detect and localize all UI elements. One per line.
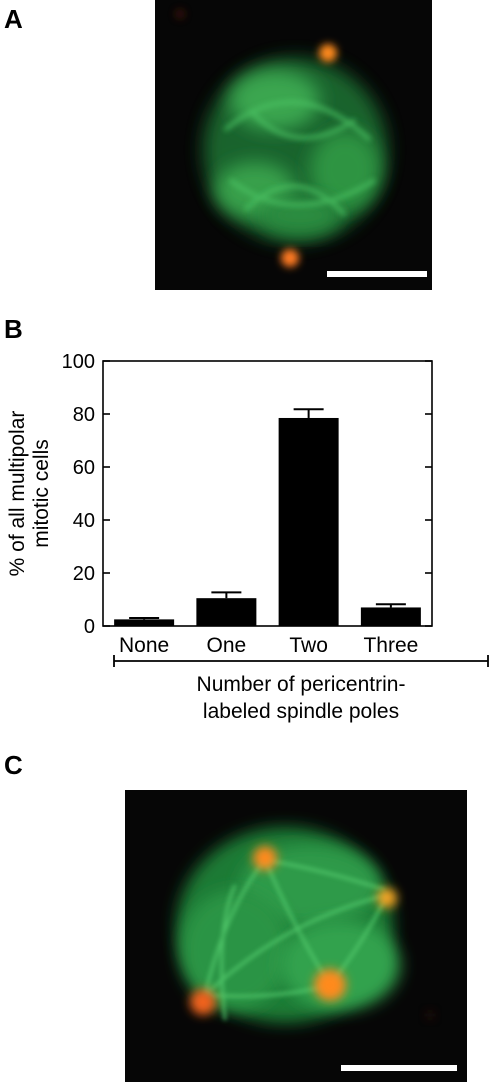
x-tick-label: Three xyxy=(363,634,418,657)
y-tick-label: 40 xyxy=(73,510,95,532)
panel-a-micrograph xyxy=(155,0,432,290)
bar-none xyxy=(114,619,175,626)
x-axis-label-line1: Number of pericentrin- xyxy=(197,673,406,696)
panel-c-micrograph xyxy=(125,790,467,1082)
y-tick-label: 80 xyxy=(73,404,95,426)
y-tick-label: 0 xyxy=(84,616,95,638)
y-tick-label: 100 xyxy=(62,351,95,373)
plot-frame xyxy=(102,360,433,627)
y-axis-label-line1: % of all multipolar xyxy=(6,411,29,577)
x-tick-label: One xyxy=(207,634,247,657)
x-tick-label: None xyxy=(119,634,169,657)
y-axis-label-line2: mitotic cells xyxy=(30,439,53,548)
bar-chart: 0 20 40 60 80 100 None One Two Three Number of per… xyxy=(6,351,489,723)
x-tick-label: Two xyxy=(289,634,328,657)
bar-two xyxy=(278,417,339,626)
y-tick-label: 60 xyxy=(73,457,95,479)
scale-bar xyxy=(327,271,427,277)
panel-a-label: A xyxy=(4,4,23,34)
scale-bar xyxy=(341,1065,457,1071)
bar-three xyxy=(360,607,421,626)
y-tick-label: 20 xyxy=(73,563,95,585)
bar-one xyxy=(196,598,257,626)
panel-c-label: C xyxy=(4,750,23,780)
panel-b-label: B xyxy=(4,314,23,344)
x-axis-label-line2: labeled spindle poles xyxy=(203,700,399,723)
